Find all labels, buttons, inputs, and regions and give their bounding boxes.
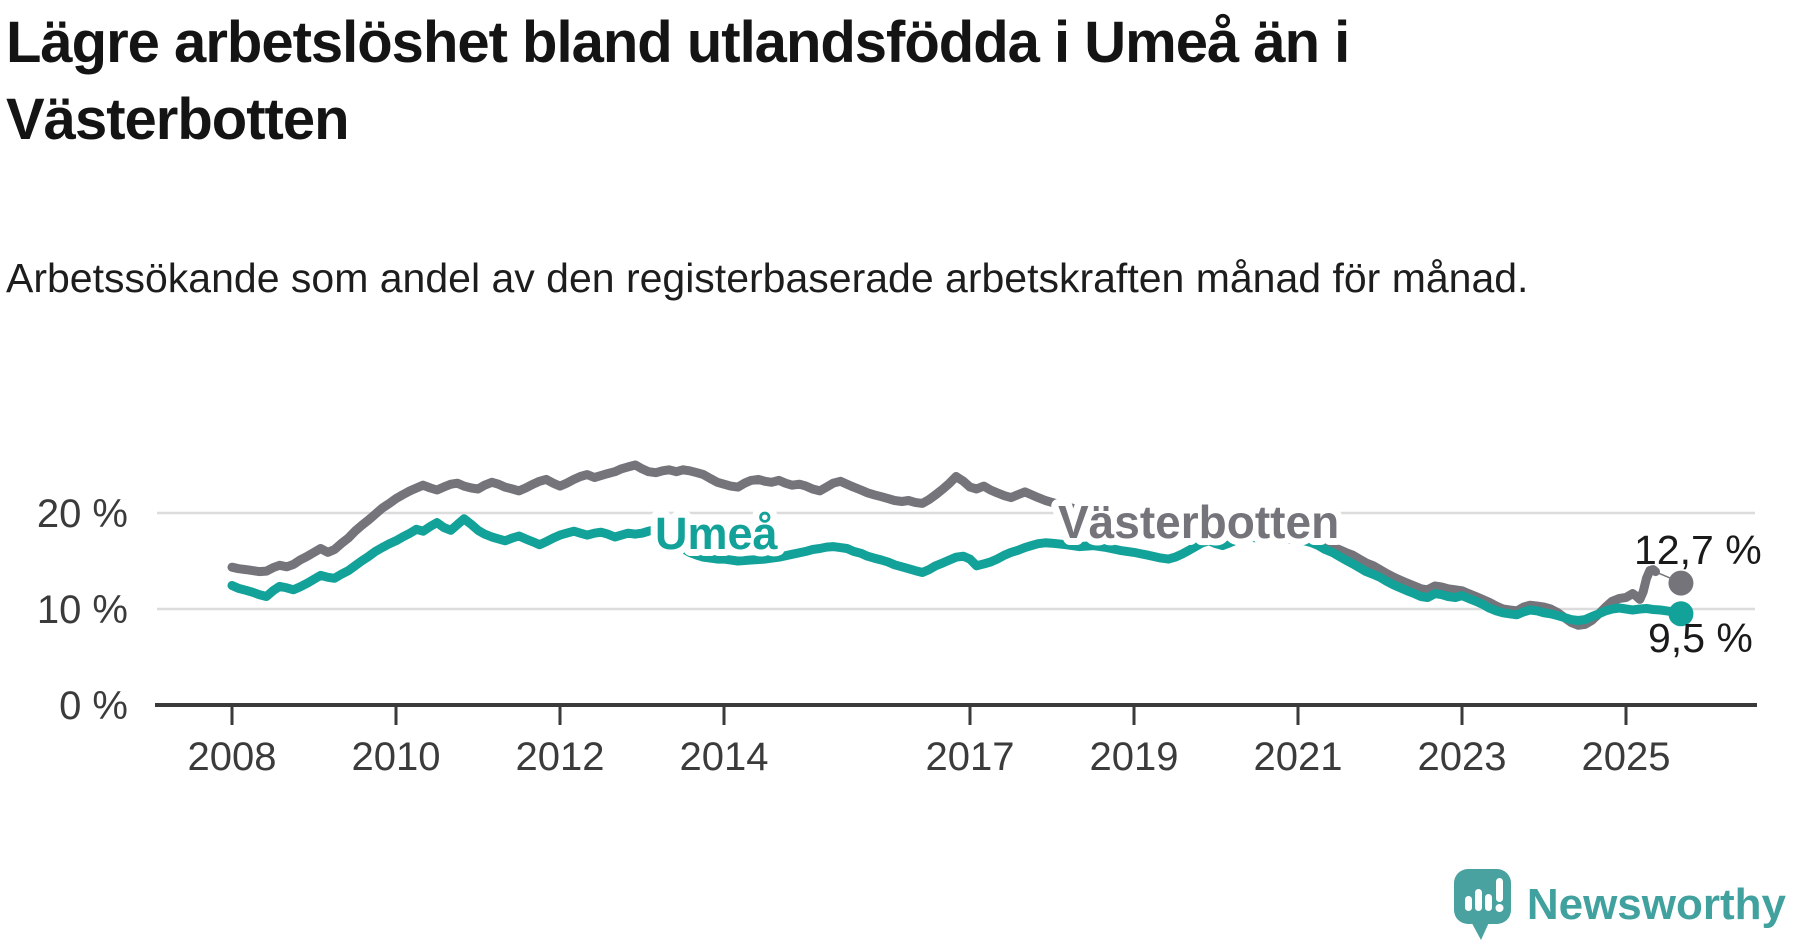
y-axis-label: 0 % xyxy=(59,684,128,728)
x-axis-label: 2019 xyxy=(1090,735,1179,779)
chart-subtitle: Arbetssökande som andel av den registerb… xyxy=(6,255,1529,301)
y-axis-label: 10 % xyxy=(37,588,128,632)
vsterbotten-line xyxy=(227,460,1660,630)
x-axis-label: 2021 xyxy=(1254,735,1343,779)
value-label-umea: 9,5 % xyxy=(1648,615,1753,661)
x-axis-label: 2010 xyxy=(352,735,441,779)
y-axis-label: 20 % xyxy=(37,492,128,536)
axes-layer: 0 % 10 % 20 % 2008 2010 2012 2014 2017 2019 2021 2… xyxy=(37,492,1757,779)
x-axis-label: 2012 xyxy=(516,735,605,779)
newsworthy-logo: Newsworthy xyxy=(1453,868,1786,942)
x-axis-label: 2014 xyxy=(680,735,769,779)
newsworthy-bar-chart-pin-icon xyxy=(1453,869,1511,940)
ume-line xyxy=(227,514,1685,625)
end-markers-layer xyxy=(1656,570,1694,627)
newsworthy-logo-text: Newsworthy xyxy=(1526,880,1786,929)
value-label-vasterbotten: 12,7 % xyxy=(1634,527,1762,573)
ume-end-dot xyxy=(1668,601,1694,627)
series-lines-layer xyxy=(227,460,1685,630)
series-label-umea: Umeå xyxy=(655,508,779,559)
x-axis-label: 2008 xyxy=(188,735,277,779)
x-axis-label: 2023 xyxy=(1418,735,1507,779)
x-axis-label: 2025 xyxy=(1582,735,1671,779)
x-axis-label: 2017 xyxy=(926,735,1015,779)
page-title: Lägre arbetslöshet bland utlandsfödda i … xyxy=(6,10,1350,152)
series-label-vasterbotten: Västerbotten xyxy=(1058,496,1339,548)
vsterbotten-end-dot xyxy=(1668,570,1694,596)
